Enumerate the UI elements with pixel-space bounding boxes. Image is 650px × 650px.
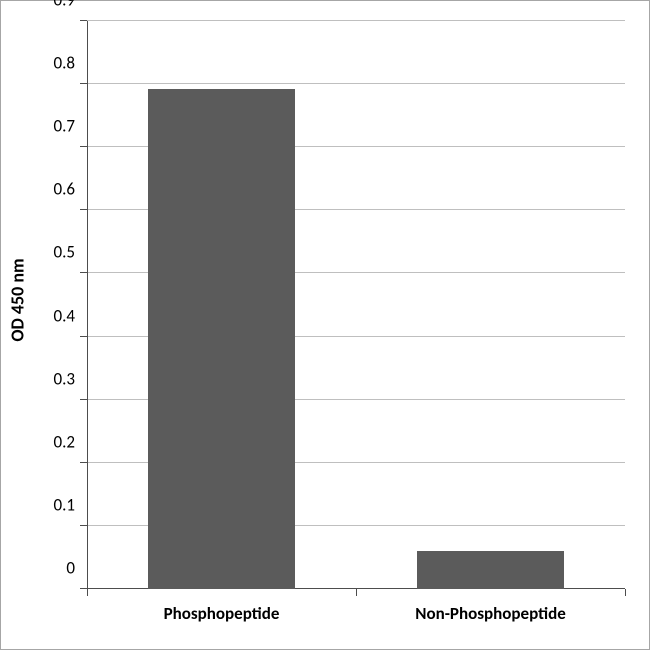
y-tick bbox=[80, 20, 87, 21]
y-axis-line bbox=[87, 21, 88, 589]
x-category-label: Phosphopeptide bbox=[164, 603, 280, 624]
y-tick-label: 0.9 bbox=[53, 0, 75, 11]
y-tick-label: 0.6 bbox=[53, 179, 75, 200]
y-axis-title: OD 450 nm bbox=[7, 258, 29, 341]
bar bbox=[148, 89, 296, 589]
y-tick bbox=[80, 146, 87, 147]
y-tick bbox=[80, 525, 87, 526]
y-tick bbox=[80, 83, 87, 84]
y-tick bbox=[80, 588, 87, 589]
y-tick-label: 0.3 bbox=[53, 368, 75, 389]
y-tick-label: 0.5 bbox=[53, 242, 75, 263]
y-tick-label: 0.4 bbox=[53, 305, 75, 326]
y-tick bbox=[80, 272, 87, 273]
y-axis-title-container: OD 450 nm bbox=[5, 1, 31, 599]
x-tick bbox=[625, 589, 626, 596]
bar bbox=[417, 551, 565, 589]
x-tick bbox=[87, 589, 88, 596]
x-category-label: Non-Phosphopeptide bbox=[415, 603, 566, 624]
x-tick bbox=[356, 589, 357, 596]
y-tick-label: 0.8 bbox=[53, 53, 75, 74]
grid-line bbox=[87, 20, 625, 21]
y-tick-label: 0 bbox=[66, 558, 75, 579]
y-tick-label: 0.7 bbox=[53, 116, 75, 137]
y-tick bbox=[80, 462, 87, 463]
y-tick-label: 0.2 bbox=[53, 431, 75, 452]
y-tick bbox=[80, 399, 87, 400]
y-tick bbox=[80, 209, 87, 210]
plot-area: 00.10.20.30.40.50.60.70.80.9Phosphopepti… bbox=[87, 21, 625, 589]
grid-line bbox=[87, 83, 625, 84]
chart-container: OD 450 nm 00.10.20.30.40.50.60.70.80.9Ph… bbox=[0, 0, 650, 650]
y-tick bbox=[80, 336, 87, 337]
y-tick-label: 0.1 bbox=[53, 494, 75, 515]
